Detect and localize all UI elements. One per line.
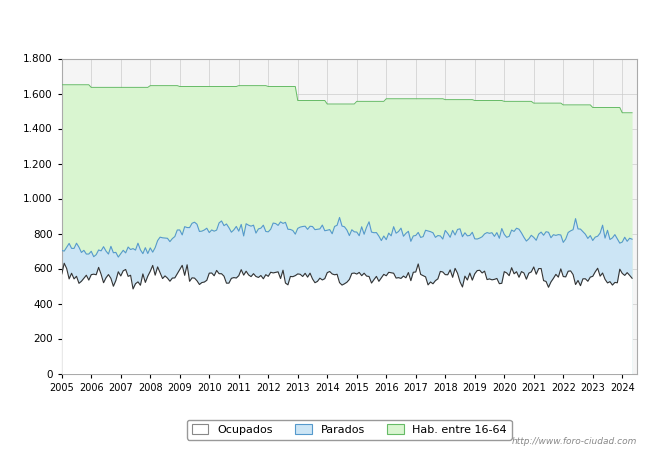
Text: http://www.foro-ciudad.com: http://www.foro-ciudad.com: [512, 436, 637, 446]
Text: La Garrovilla - Evolucion de la poblacion en edad de Trabajar Mayo de 2024: La Garrovilla - Evolucion de la poblacio…: [101, 13, 549, 26]
Legend: Ocupados, Parados, Hab. entre 16-64: Ocupados, Parados, Hab. entre 16-64: [187, 420, 512, 440]
